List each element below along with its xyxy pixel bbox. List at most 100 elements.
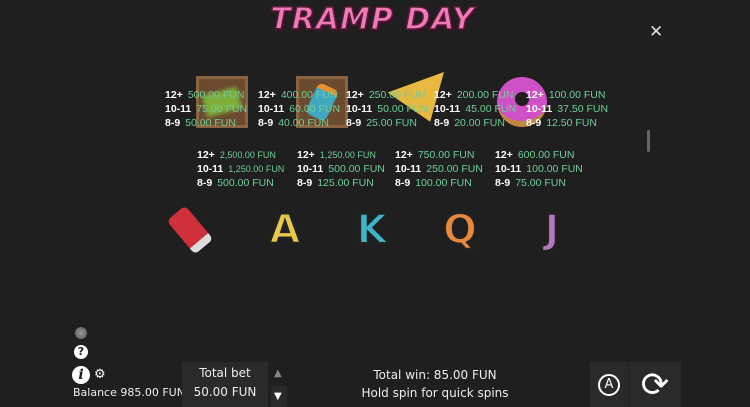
payout-line: 12+ 600.00 FUN [495, 148, 593, 162]
payout-line: 10-11 75.00 FUN [165, 102, 247, 116]
payout-value: 600.00 FUN [517, 149, 575, 161]
total-bet-panel [182, 362, 268, 407]
payout-line: 10-11 50.00 FUN [346, 102, 428, 116]
payout-value: 25.00 FUN [366, 117, 417, 129]
payout-value: 1,250.00 FUN [319, 150, 376, 160]
match-count: 12+ [297, 149, 315, 161]
letter-k-icon: K [356, 206, 389, 254]
letter-j-icon: J [544, 206, 561, 254]
match-count: 10-11 [346, 103, 373, 115]
help-icon[interactable]: ? [74, 345, 88, 359]
payout-value: 125.00 FUN [317, 177, 374, 189]
donut-icon [497, 77, 547, 127]
payout-list: 12+ 250.00 FUN 10-11 50.00 FUN 8-9 25.00 FUN [346, 88, 428, 130]
payout-value: 2,500.00 FUN [219, 150, 276, 160]
payout-line: 8-9 75.00 FUN [495, 176, 593, 190]
payout-value: 50.00 FUN [185, 117, 236, 129]
payout-line: 8-9 50.00 FUN [165, 116, 247, 130]
payout-value: 200.00 FUN [456, 89, 514, 101]
total-bet-value: 50.00 FUN [193, 385, 257, 399]
payout-value: 100.00 FUN [548, 89, 606, 101]
payout-line: 8-9 500.00 FUN [197, 176, 295, 190]
settings-gear-icon[interactable]: ⚙ [94, 367, 106, 382]
match-count: 12+ [495, 149, 513, 161]
match-count: 10-11 [297, 163, 324, 175]
payout-line: 12+ 2,500.00 FUN [197, 148, 295, 162]
payout-value: 400.00 FUN [280, 89, 338, 101]
payout-value: 12.50 FUN [546, 117, 597, 129]
payout-value: 40.00 FUN [278, 117, 329, 129]
payout-value: 37.50 FUN [557, 103, 609, 115]
payout-line: 8-9 100.00 FUN [395, 176, 493, 190]
payout-value: 250.00 FUN [368, 89, 426, 101]
match-count: 8-9 [197, 177, 213, 189]
payout-value: 50.00 FUN [377, 103, 429, 115]
payout-line: 10-11 1,250.00 FUN [197, 162, 295, 176]
payout-line: 12+ 400.00 FUN [258, 88, 340, 102]
close-icon[interactable]: ✕ [649, 22, 664, 42]
paytable-symbol [487, 72, 557, 132]
payout-value: 75.00 FUN [515, 177, 566, 189]
letter-q-icon: Q [442, 206, 478, 254]
bet-decrease-arrow-icon[interactable]: ▼ [274, 391, 282, 402]
payout-value: 75.00 FUN [196, 103, 248, 115]
payout-list: 12+ 500.00 FUN 10-11 75.00 FUN 8-9 50.00 FUN [165, 88, 247, 130]
payout-line: 8-9 12.50 FUN [526, 116, 608, 130]
match-count: 8-9 [165, 117, 181, 129]
paytable-symbol: A [250, 200, 320, 260]
payout-line: 10-11 100.00 FUN [495, 162, 593, 176]
paytable-symbol [287, 72, 357, 132]
payout-line: 12+ 200.00 FUN [434, 88, 516, 102]
match-count: 8-9 [297, 177, 313, 189]
paytable-symbol [187, 72, 257, 132]
payout-value: 500.00 FUN [217, 177, 274, 189]
payout-value: 60.00 FUN [289, 103, 341, 115]
match-count: 10-11 [495, 163, 522, 175]
match-count: 10-11 [434, 103, 461, 115]
payout-line: 12+ 100.00 FUN [526, 88, 608, 102]
autoplay-button[interactable]: A [590, 362, 628, 407]
paytable-symbol: Q [425, 200, 495, 260]
payout-list: 12+ 600.00 FUN 10-11 100.00 FUN 8-9 75.00 FUN [495, 148, 593, 190]
payout-line: 10-11 45.00 FUN [434, 102, 516, 116]
match-count: 10-11 [258, 103, 285, 115]
match-count: 12+ [346, 89, 364, 101]
payout-value: 100.00 FUN [415, 177, 472, 189]
match-count: 12+ [434, 89, 452, 101]
payout-value: 1,250.00 FUN [228, 164, 285, 174]
letter-a-icon: A [269, 206, 302, 254]
paytable-symbol [155, 200, 225, 260]
payout-list: 12+ 200.00 FUN 10-11 45.00 FUN 8-9 20.00 FUN [434, 88, 516, 130]
spin-button[interactable]: ⟳ [629, 362, 681, 407]
bet-increase-arrow-icon[interactable]: ▲ [274, 368, 282, 379]
payout-line: 10-11 37.50 FUN [526, 102, 608, 116]
total-win-text: Total win: 85.00 FUN [373, 368, 497, 382]
match-count: 10-11 [197, 163, 224, 175]
sound-icon[interactable] [75, 327, 87, 339]
payout-line: 10-11 250.00 FUN [395, 162, 493, 176]
payout-list: 12+ 750.00 FUN 10-11 250.00 FUN 8-9 100.00 FU… [395, 148, 493, 190]
match-count: 12+ [165, 89, 183, 101]
game-title: TRAMP DAY [270, 1, 475, 38]
payout-value: 250.00 FUN [426, 163, 483, 175]
payout-value: 100.00 FUN [526, 163, 583, 175]
cash-stack-icon [196, 76, 248, 128]
quick-spin-hint: Hold spin for quick spins [361, 386, 509, 400]
scrollbar[interactable] [647, 130, 650, 152]
match-count: 12+ [197, 149, 215, 161]
match-count: 12+ [526, 89, 544, 101]
payout-list: 12+ 1,250.00 FUN 10-11 500.00 FUN 8-9 125.00 … [297, 148, 395, 190]
payout-list: 12+ 100.00 FUN 10-11 37.50 FUN 8-9 12.50 FUN [526, 88, 608, 130]
match-count: 10-11 [526, 103, 553, 115]
info-icon[interactable]: i [72, 366, 90, 384]
payout-line: 8-9 20.00 FUN [434, 116, 516, 130]
payout-line: 12+ 750.00 FUN [395, 148, 493, 162]
match-count: 12+ [395, 149, 413, 161]
payout-value: 500.00 FUN [187, 89, 245, 101]
paytable-symbol: J [517, 200, 587, 260]
payout-line: 12+ 250.00 FUN [346, 88, 428, 102]
payout-value: 45.00 FUN [465, 103, 517, 115]
payout-value: 750.00 FUN [417, 149, 475, 161]
payout-line: 8-9 125.00 FUN [297, 176, 395, 190]
bet-decrease-button[interactable] [271, 386, 287, 407]
